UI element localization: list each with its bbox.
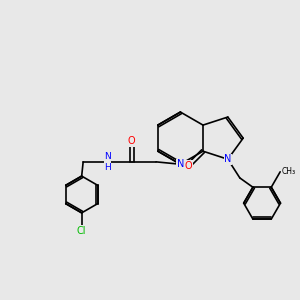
Text: N
H: N H [104, 152, 111, 172]
Text: O: O [184, 161, 192, 171]
Text: O: O [128, 136, 136, 146]
Text: N: N [177, 159, 184, 169]
Text: Cl: Cl [77, 226, 86, 236]
Text: N: N [224, 154, 232, 164]
Text: CH₃: CH₃ [282, 167, 296, 176]
